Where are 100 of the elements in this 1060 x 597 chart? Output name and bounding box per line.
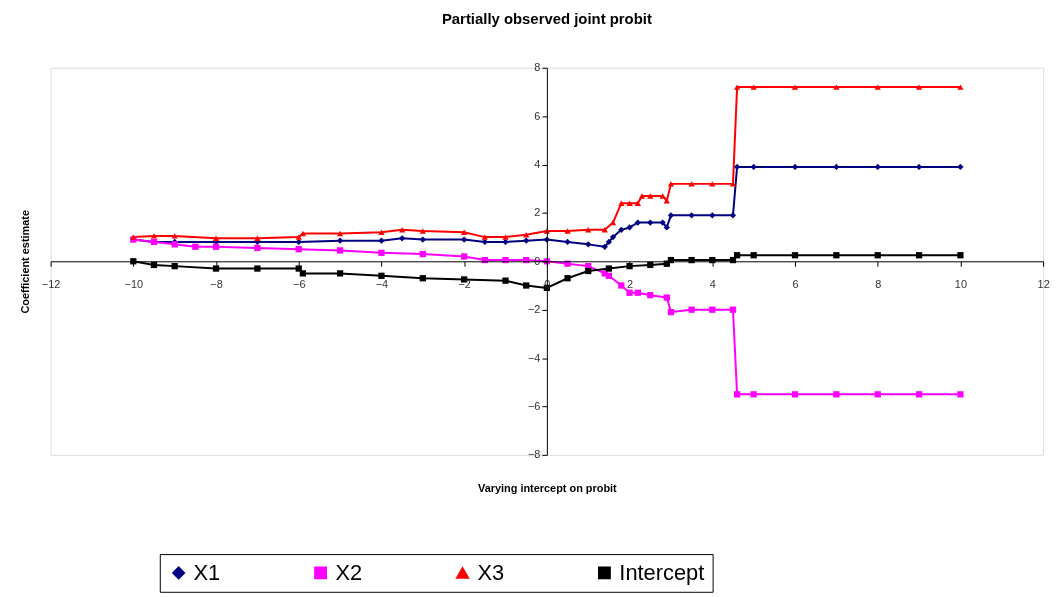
x-axis-title: Varying intercept on probit: [477, 482, 618, 495]
x-tick-label: 4: [709, 277, 716, 290]
point: [419, 228, 426, 234]
point: [647, 261, 654, 269]
point: [481, 234, 488, 240]
point: [750, 84, 757, 90]
y-tick-label: −6: [527, 399, 541, 412]
y-tick-label: −2: [527, 303, 541, 316]
point: [502, 234, 509, 240]
point: [626, 200, 633, 206]
x-tick-label: 6: [792, 277, 799, 290]
x-tick-label: 12: [1037, 277, 1050, 290]
x-tick-label: −2: [458, 277, 471, 290]
point: [667, 308, 675, 316]
point: [336, 247, 344, 254]
legend-label: X2: [335, 559, 363, 585]
x-tick-label: 2: [627, 277, 634, 290]
legend-label: X3: [477, 559, 505, 585]
point: [659, 219, 666, 226]
point: [957, 84, 964, 90]
point: [419, 250, 426, 258]
point: [299, 230, 307, 237]
point: [618, 200, 625, 206]
point: [295, 265, 302, 272]
point: [634, 200, 641, 206]
point: [957, 252, 964, 259]
point: [378, 237, 385, 244]
point: [299, 270, 307, 277]
point: [150, 233, 158, 239]
point: [254, 265, 261, 272]
point: [461, 253, 468, 260]
x-tick-label: −12: [41, 277, 61, 290]
point: [688, 212, 695, 219]
point: [564, 228, 571, 234]
point: [398, 235, 406, 242]
point: [833, 252, 840, 259]
chart-title: Partially observed joint probit: [441, 11, 652, 28]
point: [336, 237, 344, 244]
point: [663, 224, 670, 231]
point: [295, 246, 302, 253]
point: [709, 306, 716, 313]
y-tick-label: −4: [527, 351, 541, 364]
y-tick-label: −8: [527, 448, 541, 461]
y-axis-title: Coefficient estimate: [19, 209, 32, 314]
point: [601, 227, 608, 233]
point: [150, 261, 158, 269]
point: [833, 163, 840, 171]
point: [791, 252, 799, 259]
point: [647, 219, 654, 226]
point: [461, 236, 468, 243]
point: [638, 193, 646, 199]
point: [733, 391, 741, 398]
y-tick-label: 6: [534, 109, 541, 122]
y-tick-label: 4: [534, 158, 541, 170]
point: [667, 212, 675, 219]
point: [212, 265, 220, 272]
point: [626, 289, 633, 296]
point: [502, 277, 509, 284]
point: [688, 181, 695, 187]
point: [729, 306, 737, 313]
point: [609, 233, 617, 241]
point: [605, 238, 613, 246]
point: [915, 84, 923, 90]
point: [688, 306, 695, 313]
point: [791, 391, 799, 398]
point: [647, 193, 654, 199]
x-tick-label: 8: [875, 277, 882, 290]
point: [212, 235, 220, 242]
point: [564, 275, 571, 282]
x-tick-label: −4: [375, 277, 389, 290]
point: [709, 212, 716, 219]
point: [564, 238, 571, 246]
point: [733, 163, 741, 171]
legend-label: X1: [193, 559, 221, 585]
point: [605, 272, 613, 279]
point: [295, 234, 302, 240]
point: [481, 238, 488, 246]
point: [709, 181, 716, 187]
point: [171, 262, 178, 270]
point: [750, 163, 757, 171]
point: [667, 181, 675, 187]
point: [833, 84, 840, 90]
point: [192, 243, 199, 250]
point: [618, 282, 625, 289]
point: [874, 391, 881, 398]
point: [523, 282, 530, 289]
point: [336, 230, 344, 237]
point: [874, 163, 881, 171]
x-tick-label: −10: [124, 277, 144, 290]
point: [659, 193, 666, 199]
point: [957, 391, 964, 398]
point: [254, 244, 261, 252]
point: [915, 252, 923, 259]
point: [523, 237, 530, 244]
point: [957, 163, 964, 171]
point: [874, 84, 881, 90]
point: [171, 233, 178, 239]
point: [461, 229, 468, 235]
point: [585, 267, 592, 275]
point: [398, 227, 406, 233]
